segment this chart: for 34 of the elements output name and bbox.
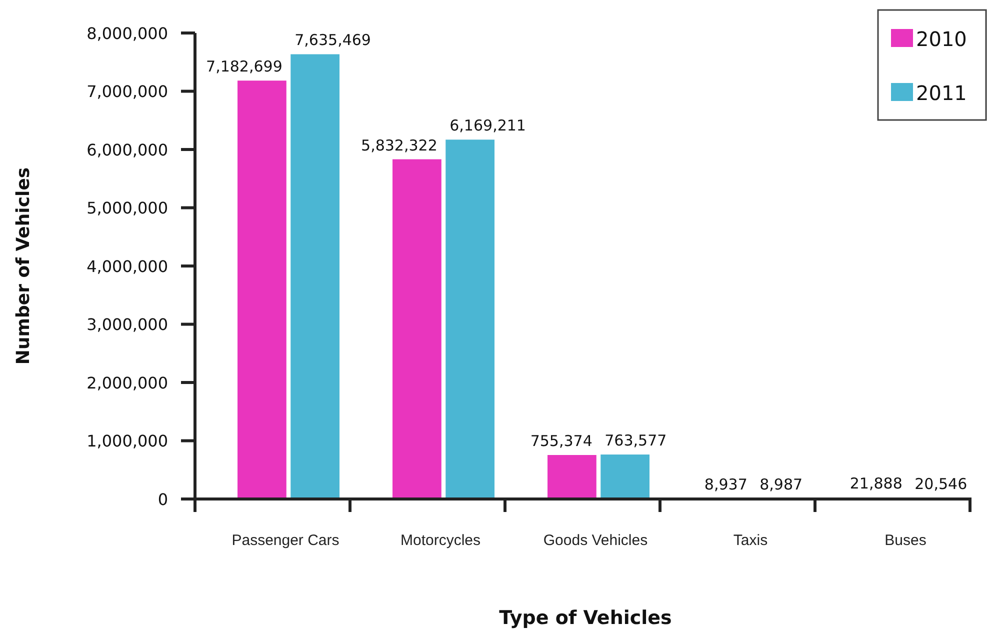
data-label: 6,169,211 [450,116,526,135]
x-tick-label: Goods Vehicles [543,532,648,549]
bar [238,80,286,499]
y-tick-label: 0 [158,490,168,509]
y-axis-title: Number of Vehicles [13,167,34,365]
legend-label: 2011 [916,81,967,105]
data-label: 7,182,699 [206,58,282,76]
data-label: 20,546 [914,474,968,493]
x-tick-label: Motorcycles [400,532,481,549]
y-tick-label: 1,000,000 [86,432,168,451]
x-tick-label: Passenger Cars [232,532,340,549]
data-label: 8,987 [760,475,803,494]
data-label: 7,635,469 [294,31,371,50]
y-tick-label: 6,000,000 [86,140,168,160]
data-label: 21,888 [850,474,902,493]
x-tick-label: Taxis [733,532,768,549]
y-tick-label: 2,000,000 [86,373,168,392]
data-label: 755,374 [530,432,592,450]
bar [548,455,596,499]
x-tick-label: Buses [884,532,926,549]
legend-label: 2010 [916,27,967,51]
y-tick-label: 3,000,000 [86,315,168,334]
y-tick-label: 8,000,000 [86,24,168,43]
bar [600,454,650,499]
bar [290,54,340,499]
data-label: 763,577 [604,432,667,450]
bar [392,159,442,499]
y-tick-label: 4,000,000 [86,256,168,276]
data-label: 5,832,322 [361,136,438,154]
bar [446,140,494,499]
data-label: 8,937 [704,475,748,494]
x-axis-title: Type of Vehicles [499,607,672,629]
y-tick-label: 5,000,000 [86,198,168,218]
y-tick-label: 7,000,000 [86,82,168,102]
